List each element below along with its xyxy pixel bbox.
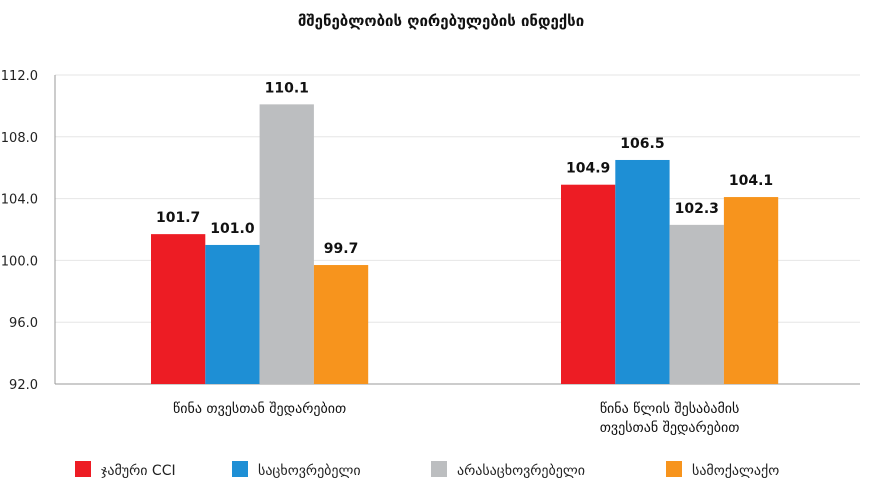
legend-label: საცხოვრებელი bbox=[258, 462, 361, 479]
y-tick-label: 100.0 bbox=[1, 254, 38, 269]
data-label: 99.7 bbox=[324, 241, 359, 257]
y-tick-label: 104.0 bbox=[1, 193, 38, 208]
y-tick-label: 112.0 bbox=[1, 69, 38, 84]
bar-3-group-2 bbox=[669, 224, 724, 384]
data-label: 102.3 bbox=[675, 201, 719, 217]
bar-1-group-2 bbox=[561, 184, 616, 384]
x-category-label: წინა წლის შესაბამის bbox=[600, 401, 740, 417]
legend-label: არასაცხოვრებელი bbox=[457, 462, 585, 479]
bar-2-group-1 bbox=[205, 244, 260, 384]
data-label: 101.0 bbox=[210, 221, 255, 237]
legend-swatch bbox=[431, 461, 447, 477]
legend-swatch bbox=[75, 461, 91, 477]
legend-label: სამოქალაქო bbox=[692, 463, 779, 479]
bar-1-group-1 bbox=[151, 234, 206, 384]
data-label: 101.7 bbox=[156, 210, 200, 226]
legend-swatch bbox=[232, 461, 248, 477]
x-category-label: თვესთან შედარებით bbox=[600, 419, 740, 436]
y-tick-label: 92.0 bbox=[9, 378, 38, 393]
data-label: 104.1 bbox=[729, 173, 773, 189]
data-label: 110.1 bbox=[265, 80, 309, 96]
legend-swatch bbox=[666, 461, 682, 477]
legend-label: ჯამური CCI bbox=[101, 462, 176, 479]
bar-3-group-1 bbox=[259, 104, 314, 384]
data-label: 106.5 bbox=[620, 136, 664, 152]
y-tick-label: 108.0 bbox=[1, 131, 38, 146]
chart-title: მშენებლობის ღირებულების ინდექსი bbox=[298, 12, 584, 30]
x-category-label: წინა თვესთან შედარებით bbox=[173, 400, 346, 417]
y-tick-label: 96.0 bbox=[9, 316, 38, 331]
bar-4-group-2 bbox=[723, 197, 779, 384]
data-label: 104.9 bbox=[566, 161, 610, 177]
bar-2-group-2 bbox=[615, 159, 670, 384]
bar-4-group-1 bbox=[313, 265, 369, 384]
